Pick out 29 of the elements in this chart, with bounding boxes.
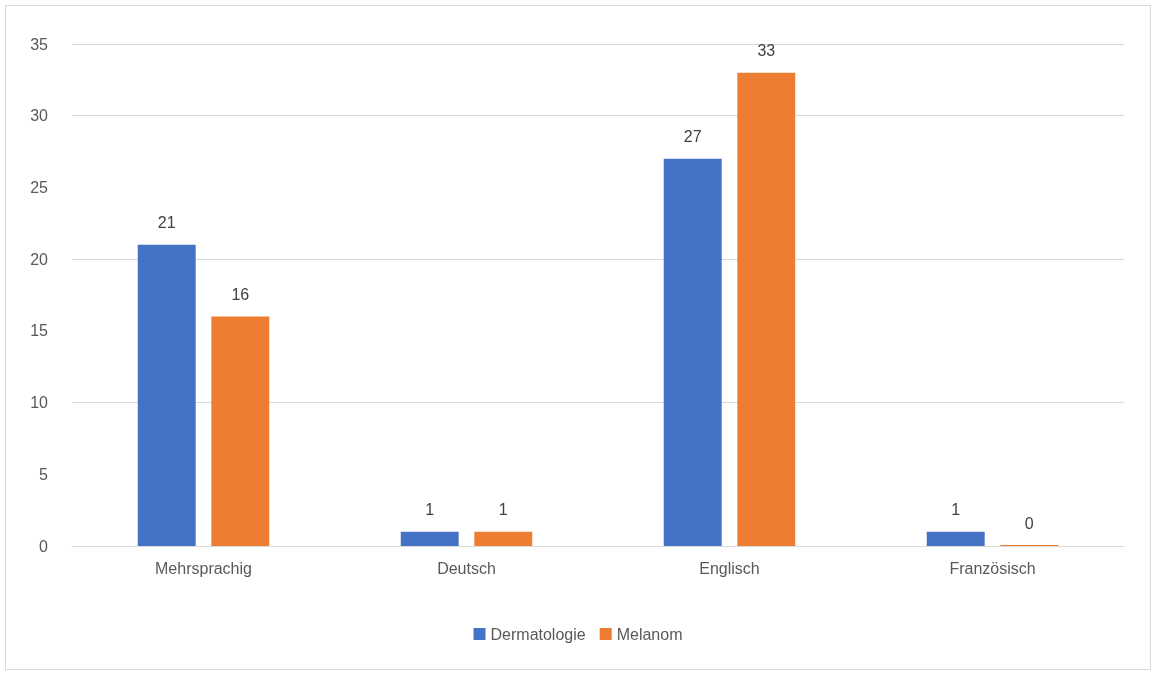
y-tick-label: 25	[30, 178, 49, 196]
data-label: 33	[757, 42, 776, 60]
data-label: 27	[683, 128, 702, 146]
y-tick-label: 35	[30, 35, 49, 53]
y-tick-label: 20	[30, 250, 49, 268]
x-tick-label: Mehrsprachig	[155, 559, 252, 577]
data-label: 21	[157, 214, 176, 232]
x-tick-label: Französisch	[949, 559, 1036, 577]
data-label: 1	[498, 501, 508, 519]
data-label: 16	[231, 286, 250, 304]
data-label: 1	[425, 501, 435, 519]
legend-label: Melanom	[616, 625, 683, 643]
legend-label: Dermatologie	[490, 625, 586, 643]
bar	[400, 531, 459, 546]
y-tick-label: 30	[30, 107, 49, 125]
bar	[926, 531, 985, 546]
y-tick-label: 10	[30, 394, 49, 412]
data-label: 0	[1024, 514, 1034, 532]
y-tick-label: 15	[30, 322, 49, 340]
x-tick-label: Englisch	[699, 559, 760, 577]
data-label: 1	[951, 501, 961, 519]
bar	[474, 531, 533, 546]
y-tick-label: 5	[39, 465, 49, 483]
bar	[663, 158, 722, 546]
x-tick-label: Deutsch	[437, 559, 496, 577]
bar	[737, 72, 796, 546]
y-tick-label: 0	[39, 537, 49, 555]
bar	[137, 244, 196, 546]
bar	[211, 316, 270, 546]
